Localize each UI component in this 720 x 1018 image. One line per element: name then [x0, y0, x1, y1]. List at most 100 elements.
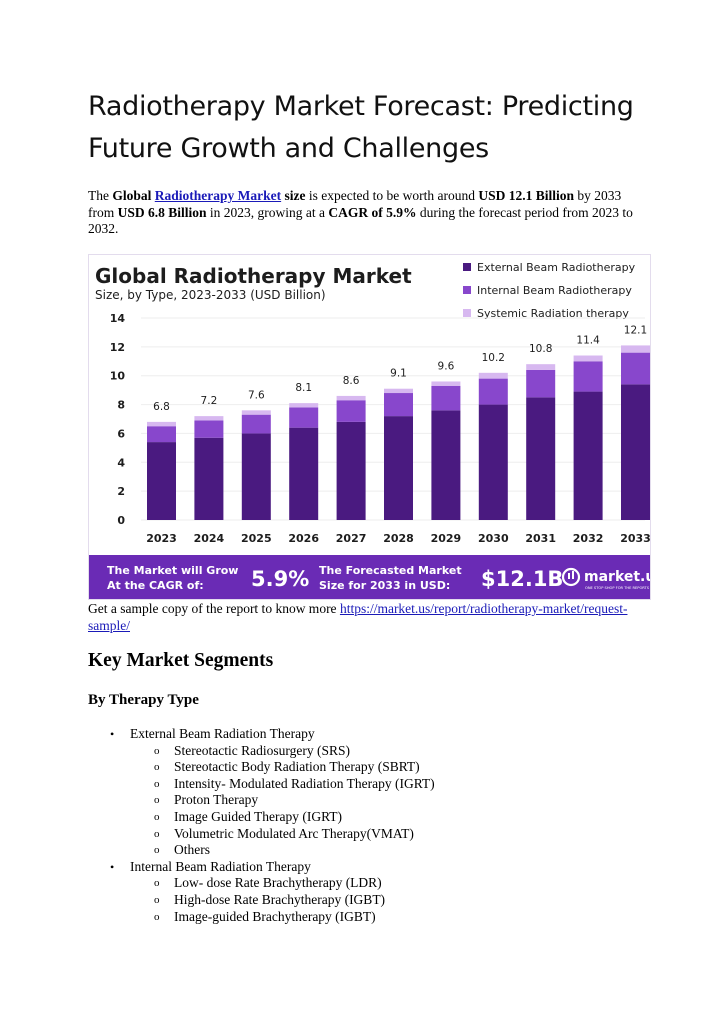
bar-total-label: 7.6 — [248, 389, 265, 401]
intro-text: The — [88, 188, 113, 203]
bar-total-label: 8.6 — [343, 375, 360, 387]
bar-segment — [289, 427, 319, 520]
sub-list-item: o Intensity- Modulated Radiation Therapy … — [88, 776, 648, 793]
intro-text: in 2023, growing at a — [206, 204, 329, 220]
bar-segment — [526, 397, 556, 520]
sub-list-item: o Low- dose Rate Brachytherapy (LDR) — [88, 875, 648, 892]
circle-bullet-icon: o — [154, 877, 160, 890]
intro-bold-2033-value: USD 12.1 Billion — [478, 188, 574, 203]
y-tick-label: 6 — [117, 427, 125, 440]
y-tick-label: 2 — [117, 485, 125, 498]
circle-bullet-icon: o — [154, 761, 160, 774]
page-title: Radiotherapy Market Forecast: Predicting… — [88, 91, 634, 164]
chart-subtitle: Size, by Type, 2023-2033 (USD Billion) — [95, 288, 326, 302]
footer-size-value: $12.1B — [481, 567, 563, 591]
legend-label: External Beam Radiotherapy — [477, 261, 636, 274]
y-tick-label: 0 — [117, 514, 125, 527]
x-tick-label: 2024 — [194, 532, 225, 545]
bar-segment — [621, 352, 650, 385]
therapy-type-heading: By Therapy Type — [88, 692, 199, 708]
intro-paragraph: The Global Radiotherapy Market size is e… — [88, 188, 648, 238]
sub-list-item-label: Image-guided Brachytherapy (IGBT) — [174, 908, 376, 924]
circle-bullet-icon: o — [154, 827, 160, 840]
sub-list-item-label: Stereotactic Body Radiation Therapy (SBR… — [174, 759, 420, 775]
radiotherapy-market-link[interactable]: Radiotherapy Market — [154, 188, 282, 203]
sample-paragraph: Get a sample copy of the report to know … — [88, 601, 648, 634]
intro-text: is expected to be worth around — [305, 188, 479, 203]
bullet-icon: • — [110, 859, 115, 874]
bar-segment — [336, 421, 366, 520]
footer-cagr-label: The Market will Grow — [107, 564, 238, 577]
y-tick-label: 14 — [110, 312, 126, 325]
sub-list-item: o High-dose Rate Brachytherapy (IGBT) — [88, 892, 648, 909]
bar-total-label: 11.4 — [576, 335, 600, 347]
sample-text: Get a sample copy of the report to know … — [88, 601, 340, 616]
legend-swatch — [463, 263, 471, 271]
circle-bullet-icon: o — [154, 910, 160, 923]
bar-segment — [478, 378, 508, 405]
bar-segment — [431, 410, 461, 520]
circle-bullet-icon: o — [154, 810, 160, 823]
sub-list-item: o Volumetric Modulated Arc Therapy(VMAT) — [88, 826, 648, 843]
list-item-label: Internal Beam Radiation Therapy — [130, 858, 311, 874]
x-tick-label: 2031 — [525, 532, 556, 545]
bar-total-label: 6.8 — [153, 401, 170, 413]
key-market-segments-heading: Key Market Segments — [88, 650, 274, 671]
y-tick-label: 12 — [110, 341, 125, 354]
sub-list-item: o Image-guided Brachytherapy (IGBT) — [88, 909, 648, 926]
brand-name: market.us — [584, 569, 651, 585]
bar-total-label: 10.8 — [529, 343, 552, 355]
market-us-logo-icon — [572, 571, 574, 579]
footer-cagr-label: At the CAGR of: — [107, 579, 204, 592]
bar-segment — [384, 388, 413, 394]
bar-segment — [526, 369, 556, 398]
intro-bold-cagr: CAGR of 5.9% — [328, 204, 417, 220]
market-us-logo-icon — [568, 573, 570, 579]
bar-segment — [573, 361, 603, 392]
sub-list-item-label: Proton Therapy — [174, 792, 259, 808]
intro-bold-size: size — [281, 188, 306, 203]
list-item-label: External Beam Radiation Therapy — [130, 726, 315, 741]
sub-list-item-label: Volumetric Modulated Arc Therapy(VMAT) — [174, 825, 414, 841]
x-tick-label: 2029 — [431, 532, 462, 545]
intro-text: by 2033 from — [88, 188, 622, 220]
bar-segment — [241, 414, 271, 434]
chart-title: Global Radiotherapy Market — [95, 264, 412, 288]
x-tick-label: 2025 — [241, 532, 272, 545]
sub-list-item: o Image Guided Therapy (IGRT) — [88, 809, 648, 826]
x-tick-label: 2030 — [478, 532, 509, 545]
list-item: • External Beam Radiation Therapy — [88, 726, 648, 743]
bullet-icon: • — [110, 727, 115, 741]
bar-segment — [336, 395, 366, 401]
legend-swatch — [463, 286, 471, 294]
intro-bold-2023-value: USD 6.8 Billion — [117, 204, 207, 220]
x-tick-label: 2027 — [336, 532, 367, 545]
bar-segment — [336, 400, 366, 422]
legend-label: Internal Beam Radiotherapy — [477, 284, 632, 297]
circle-bullet-icon: o — [154, 777, 160, 790]
bar-segment — [147, 421, 176, 427]
bar-segment — [573, 391, 603, 520]
sub-list-item-label: Intensity- Modulated Radiation Therapy (… — [174, 775, 435, 791]
bar-segment — [621, 384, 650, 520]
sub-list-item: o Others — [88, 842, 648, 859]
bar-segment — [147, 426, 176, 443]
bar-total-label: 7.2 — [201, 395, 218, 407]
bar-segment — [478, 372, 508, 379]
sub-list-item-label: High-dose Rate Brachytherapy (IGBT) — [174, 891, 386, 907]
market-us-logo-icon — [561, 567, 581, 587]
bar-segment — [289, 407, 319, 428]
bar-segment — [621, 345, 650, 353]
sub-list-item-label: Image Guided Therapy (IGRT) — [174, 808, 343, 824]
bar-segment — [478, 404, 508, 520]
bar-segment — [573, 355, 603, 362]
footer-banner — [89, 555, 650, 599]
legend-label: Systemic Radiation therapy — [477, 307, 629, 320]
sample-report-link[interactable]: https://market.us/report/radiotherapy-ma… — [88, 601, 628, 633]
bar-total-label: 10.2 — [482, 352, 505, 364]
bar-segment — [194, 420, 224, 438]
bar-segment — [384, 393, 413, 417]
x-tick-label: 2032 — [573, 532, 604, 545]
bar-segment — [431, 381, 461, 386]
circle-bullet-icon: o — [154, 794, 160, 807]
